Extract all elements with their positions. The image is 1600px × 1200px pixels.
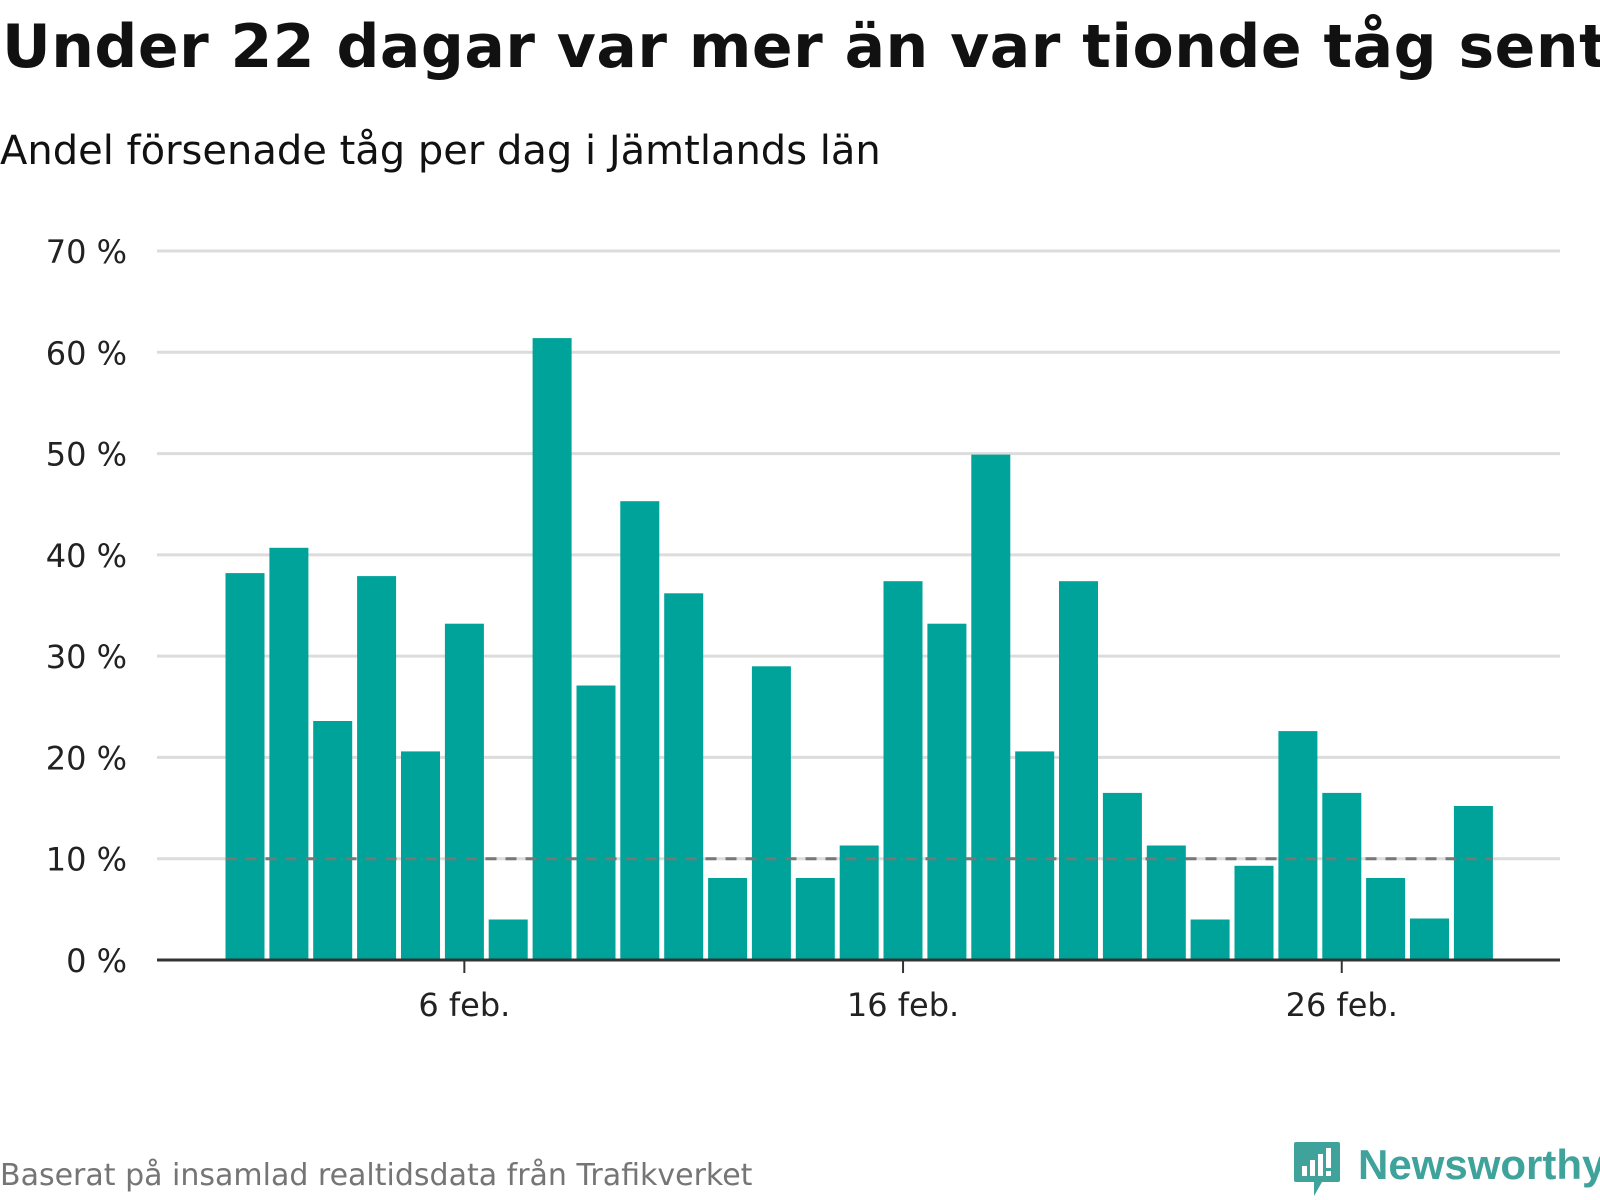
bar: 27 feb.: 8.1 <box>1366 878 1406 960</box>
bar-chart: 1 feb.: 38.22 feb.: 40.73 feb.: 23.64 fe… <box>46 233 1560 1024</box>
y-tick-label: 30 % <box>46 638 127 676</box>
bar: 25 feb.: 22.6 <box>1278 731 1318 960</box>
bar: 6 feb.: 33.2 <box>444 623 484 960</box>
bar: 7 feb.: 4 <box>488 919 528 960</box>
bar: 4 feb.: 37.9 <box>357 576 397 960</box>
axes: 0 % 10 % 20 % 30 % 40 % 50 % 60 % 70 % 6 feb. 16 … <box>46 233 1560 1024</box>
bar: 23 feb.: 4 <box>1190 919 1230 960</box>
bar: 16 feb.: 37.4 <box>883 581 923 960</box>
x-tick-label: 16 feb. <box>847 986 959 1024</box>
brand-name: Newsworthy <box>1358 1141 1600 1188</box>
bar: 2 feb.: 40.7 <box>269 547 309 960</box>
bar: 11 feb.: 36.2 <box>664 593 704 960</box>
bar: 17 feb.: 33.2 <box>927 623 967 960</box>
bar: 20 feb.: 37.4 <box>1059 581 1098 960</box>
bar: 3 feb.: 23.6 <box>313 721 353 960</box>
y-tick-label: 40 % <box>46 537 127 575</box>
y-tick-label: 0 % <box>66 942 127 980</box>
bar: 12 feb.: 8.1 <box>708 878 748 960</box>
bar: 24 feb.: 9.3 <box>1234 865 1274 960</box>
bar: 28 feb.: 4.1 <box>1410 918 1449 960</box>
y-tick-label: 50 % <box>46 436 127 474</box>
bar: 13 feb.: 29 <box>751 666 791 960</box>
bars: 1 feb.: 38.22 feb.: 40.73 feb.: 23.64 fe… <box>225 338 1493 961</box>
bar: 21 feb.: 16.5 <box>1102 792 1142 960</box>
x-tick-label: 26 feb. <box>1286 986 1398 1024</box>
chart-subtitle: Andel försenade tåg per dag i Jämtlands … <box>0 128 881 174</box>
brand-logo: Newsworthy <box>1292 1140 1600 1200</box>
source-note: Baserat på insamlad realtidsdata från Tr… <box>0 1158 753 1193</box>
bar: 26 feb.: 16.5 <box>1322 792 1362 960</box>
bar: 18 feb.: 49.9 <box>971 454 1011 960</box>
bar: 10 feb.: 45.3 <box>620 501 660 960</box>
bar: 1 feb.: 38.2 <box>225 573 265 960</box>
bar: 14 feb.: 8.1 <box>795 878 835 960</box>
bar: 9 feb.: 27.1 <box>576 685 616 960</box>
newsworthy-logo-icon <box>1294 1142 1340 1196</box>
bar: 5 feb.: 20.6 <box>401 751 440 960</box>
bar: 19 feb.: 20.6 <box>1015 751 1055 960</box>
y-tick-label: 60 % <box>46 334 127 372</box>
bar: 15 feb.: 11.3 <box>839 845 879 960</box>
y-tick-label: 70 % <box>46 233 127 271</box>
bar: 22 feb.: 11.3 <box>1146 845 1186 960</box>
y-tick-label: 20 % <box>46 739 127 777</box>
chart-title: Under 22 dagar var mer än var tionde tåg… <box>2 12 1600 82</box>
bar: 8 feb.: 61.4 <box>532 338 572 961</box>
x-tick-label: 6 feb. <box>418 986 510 1024</box>
bar: 29 feb.: 15.2 <box>1453 806 1493 960</box>
y-tick-label: 10 % <box>46 841 127 879</box>
